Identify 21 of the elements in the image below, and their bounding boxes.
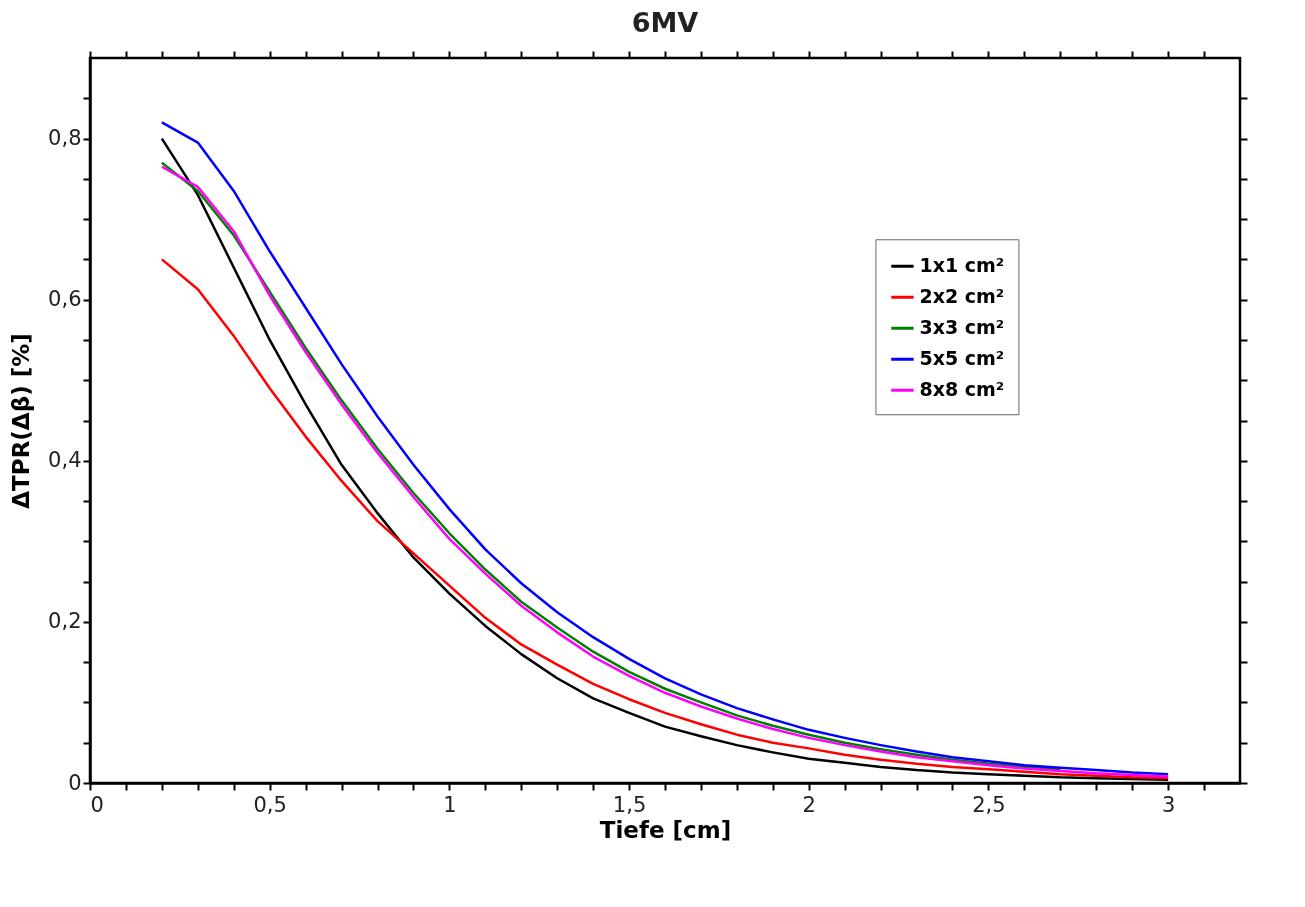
- y-tick-label: 0,2: [48, 609, 82, 634]
- x-tick-label: 3: [1161, 792, 1176, 817]
- x-tick-label: 1: [443, 792, 457, 817]
- y-tick-label: 0,6: [48, 287, 82, 312]
- x-tick-label: 2: [802, 792, 816, 817]
- x-tick-label: 0,5: [253, 792, 287, 817]
- line-series: [160, 258, 1170, 780]
- y-axis-title: ΔTPR(Δβ) [%]: [8, 333, 35, 509]
- legend-label: 2x2 cm²: [919, 285, 1005, 308]
- y-tick-label: 0,8: [48, 126, 82, 151]
- x-tick-label: 1,5: [612, 792, 647, 817]
- y-tick-label: 0,4: [48, 448, 82, 473]
- y-tick-label: 0: [68, 770, 82, 795]
- chart-title: 6MV: [631, 7, 699, 38]
- legend-label: 5x5 cm²: [919, 347, 1005, 370]
- x-axis-title: Tiefe [cm]: [599, 816, 732, 843]
- x-tick-label: 2,5: [972, 792, 1006, 817]
- legend-label: 1x1 cm²: [919, 254, 1005, 277]
- legend-label: 3x3 cm²: [919, 316, 1005, 339]
- legend-label: 8x8 cm²: [919, 378, 1005, 401]
- x-tick-label: 0: [90, 792, 104, 817]
